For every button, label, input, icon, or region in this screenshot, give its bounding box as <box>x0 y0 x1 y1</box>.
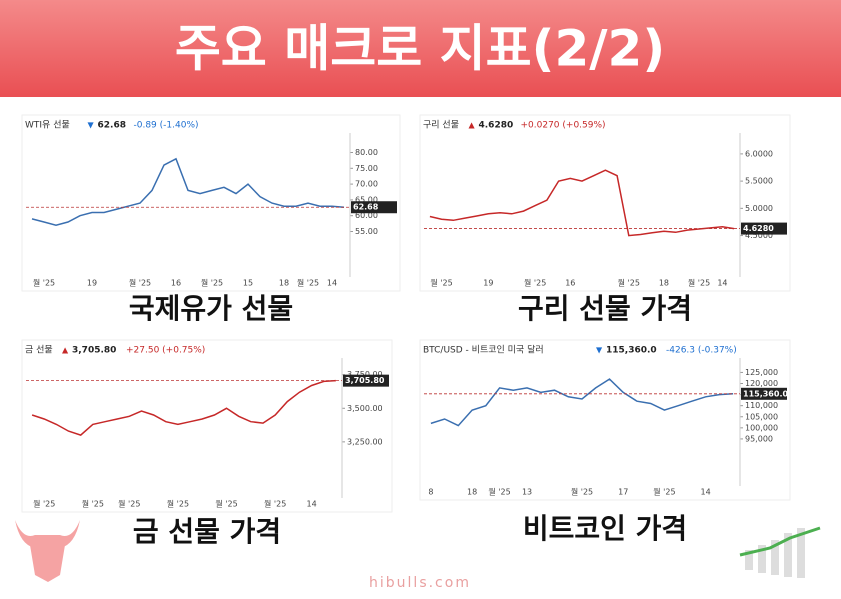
x-tick-label: 14 <box>307 500 317 509</box>
x-tick-label: 월 '25 <box>688 278 710 288</box>
x-tick-label: 13 <box>522 488 532 497</box>
price-line <box>31 379 336 436</box>
price-line <box>429 169 735 237</box>
direction-arrow: ▲ <box>469 121 476 130</box>
x-tick-label: 16 <box>565 279 575 288</box>
page-title: 주요 매크로 지표(2/2) <box>175 20 665 78</box>
x-tick-label: 월 '25 <box>118 499 140 509</box>
y-tick-label: 125,000 <box>745 368 778 377</box>
direction-arrow: ▼ <box>596 346 603 355</box>
chart-panel <box>21 339 393 513</box>
y-tick-label: 55.00 <box>355 227 378 236</box>
growth-icon <box>739 526 821 578</box>
x-tick-label: 월 '25 <box>82 499 104 509</box>
y-tick-label: 4.5000 <box>745 231 773 240</box>
x-tick-label: 월 '25 <box>33 499 55 509</box>
price-tag <box>741 387 787 400</box>
x-tick-label: 월 '25 <box>524 278 546 288</box>
change: -426.3 (-0.37%) <box>666 346 737 356</box>
bull-icon <box>15 520 80 582</box>
y-tick-label: 3,250.00 <box>347 437 383 446</box>
price-tag-label: 3,705.80 <box>345 376 385 385</box>
price: 115,360.0 <box>606 346 657 356</box>
x-tick-label: 18 <box>659 279 669 288</box>
price: 3,705.80 <box>72 346 116 356</box>
x-tick-label: 19 <box>87 279 97 288</box>
x-tick-label: 월 '25 <box>33 278 55 288</box>
x-tick-label: 15 <box>243 279 253 288</box>
price-line <box>31 157 345 226</box>
x-tick-label: 월 '25 <box>488 487 510 497</box>
instrument-name: WTI유 선물 <box>25 120 70 131</box>
x-tick-label: 8 <box>428 488 433 497</box>
x-tick-label: 17 <box>618 488 628 497</box>
x-tick-label: 월 '25 <box>297 278 319 288</box>
y-tick-label: 120,000 <box>745 379 778 388</box>
y-tick-label: 60.00 <box>355 211 378 220</box>
x-tick-label: 18 <box>467 488 477 497</box>
price-tag <box>351 201 397 214</box>
price-tag-label: 4.6280 <box>743 224 774 233</box>
y-tick-label: 75.00 <box>355 164 378 173</box>
price-tag-label: 115,360.0 <box>743 389 788 398</box>
price-tag <box>741 222 787 235</box>
header-band <box>0 0 841 97</box>
y-tick-label: 5.5000 <box>745 177 773 186</box>
y-tick-label: 6.0000 <box>745 149 773 158</box>
x-tick-label: 월 '25 <box>167 499 189 509</box>
y-tick-label: 100,000 <box>745 423 778 432</box>
x-tick-label: 19 <box>483 279 493 288</box>
x-tick-label: 월 '25 <box>129 278 151 288</box>
y-tick-label: 5.0000 <box>745 204 773 213</box>
chart-caption: 비트코인 가격 <box>523 512 687 545</box>
y-tick-label: 70.00 <box>355 180 378 189</box>
change: +27.50 (+0.75%) <box>126 346 205 356</box>
price-tag <box>343 374 389 387</box>
x-tick-label: 월 '25 <box>571 487 593 497</box>
x-tick-label: 16 <box>171 279 181 288</box>
y-tick-label: 110,000 <box>745 401 778 410</box>
x-tick-label: 월 '25 <box>430 278 452 288</box>
chart-caption: 구리 선물 가격 <box>518 292 692 325</box>
y-tick-label: 80.00 <box>355 148 378 157</box>
chart-caption: 금 선물 가격 <box>133 515 281 548</box>
x-tick-label: 월 '25 <box>653 487 675 497</box>
price: 62.68 <box>98 121 126 131</box>
direction-arrow: ▲ <box>62 346 69 355</box>
price-tag-label: 62.68 <box>353 203 379 212</box>
y-tick-label: 65.00 <box>355 195 378 204</box>
price-line <box>430 378 734 427</box>
x-tick-label: 월 '25 <box>201 278 223 288</box>
x-tick-label: 월 '25 <box>264 499 286 509</box>
chart-panel <box>419 339 791 501</box>
chart-panel <box>21 114 401 292</box>
x-tick-label: 월 '25 <box>618 278 640 288</box>
footer: hibulls.com <box>369 575 471 591</box>
x-tick-label: 18 <box>279 279 289 288</box>
change: +0.0270 (+0.59%) <box>521 121 606 131</box>
change: -0.89 (-1.40%) <box>134 121 199 131</box>
y-tick-label: 105,000 <box>745 412 778 421</box>
direction-arrow: ▼ <box>88 121 95 130</box>
x-tick-label: 14 <box>717 279 727 288</box>
chart-caption: 국제유가 선물 <box>129 292 293 325</box>
price: 4.6280 <box>479 121 514 131</box>
chart-panel <box>419 114 791 292</box>
x-tick-label: 14 <box>327 279 337 288</box>
y-tick-label: 3,500.00 <box>347 404 383 413</box>
instrument-name: BTC/USD - 비트코인 미국 달러 <box>423 344 544 356</box>
instrument-name: 금 선물 <box>25 345 53 356</box>
instrument-name: 구리 선물 <box>423 120 459 131</box>
x-tick-label: 월 '25 <box>215 499 237 509</box>
y-tick-label: 95,000 <box>745 434 773 443</box>
x-tick-label: 14 <box>701 488 711 497</box>
